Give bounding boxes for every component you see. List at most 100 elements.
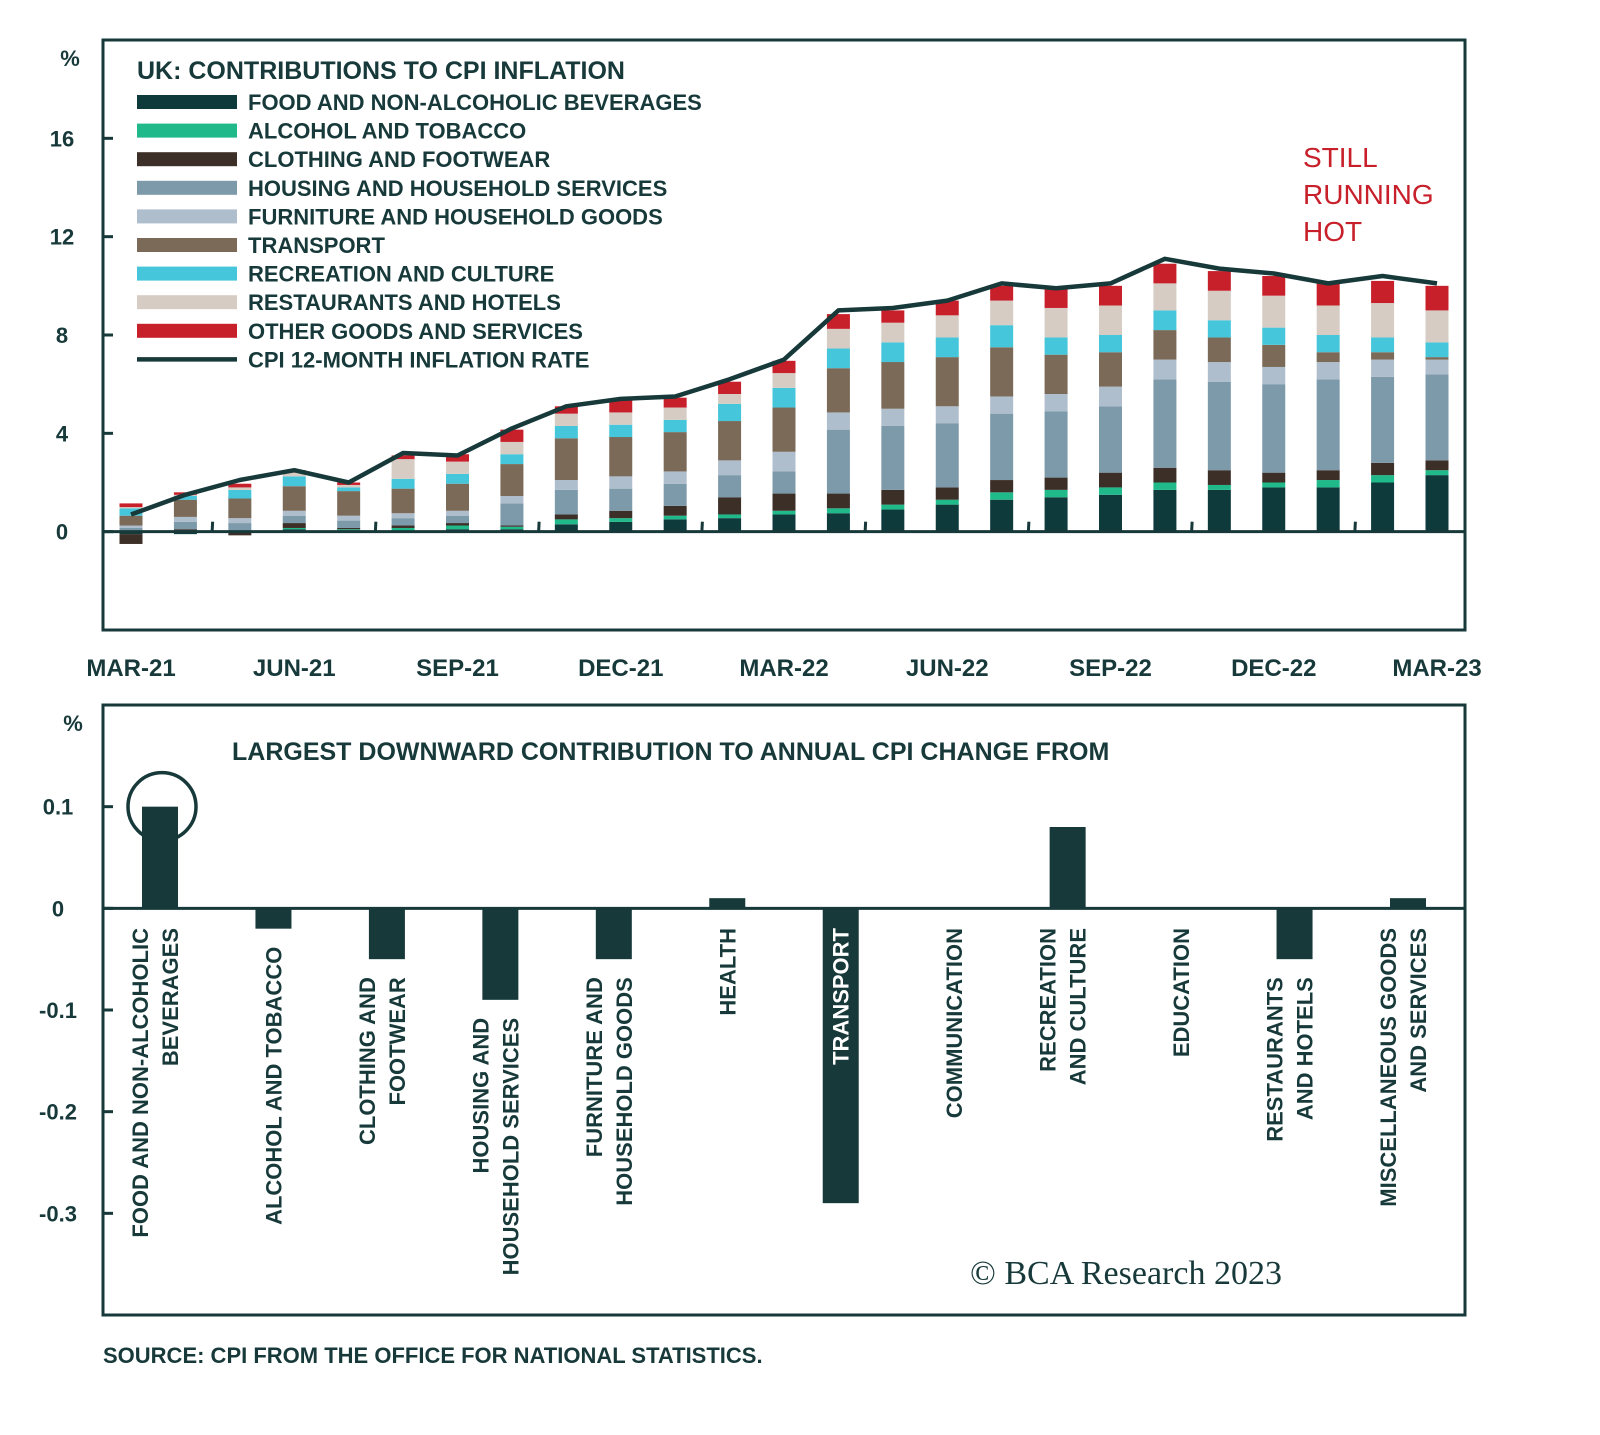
bar-segment-housing <box>337 520 361 528</box>
category-label-line: CLOTHING AND <box>355 977 380 1145</box>
bar-segment-furniture <box>1207 362 1231 382</box>
bar-furniture-and-household-goods <box>595 908 632 960</box>
bar-segment-restaurants <box>1207 290 1231 321</box>
bar-transport <box>822 908 859 1204</box>
bar-segment-alcohol <box>881 504 905 510</box>
y-tick-label: 0 <box>56 520 68 545</box>
bar-segment-furniture <box>1044 394 1068 412</box>
x-tick-label: JUN-22 <box>906 655 989 682</box>
cpi-inflation-line <box>130 256 1438 517</box>
bar-segment-housing <box>554 489 578 515</box>
annotation-line: HOT <box>1303 216 1362 247</box>
bar-segment-transport <box>826 368 850 413</box>
bar-segment-transport <box>391 488 415 514</box>
category-label: ALCOHOL AND TOBACCO <box>261 947 286 1225</box>
bca-research-copyright: © BCA Research 2023 <box>970 1255 1282 1292</box>
legend-swatch <box>137 238 237 252</box>
bar-segment-furniture <box>826 412 850 430</box>
bar-segment-other <box>391 455 415 460</box>
legend-swatch <box>137 266 237 281</box>
bar-segment-housing <box>282 515 306 524</box>
bar-segment-recreation <box>1262 327 1286 345</box>
legend: FOOD AND NON-ALCOHOLIC BEVERAGES ALCOHOL … <box>137 90 702 372</box>
category-label-line: BEVERAGES <box>158 928 183 1066</box>
top-y-axis: 16 12 8 4 0 <box>50 126 113 545</box>
bar-segment-recreation <box>446 473 469 484</box>
bar-segment-other <box>935 300 959 316</box>
bar-segment-transport <box>228 498 252 519</box>
bar-segment-transport <box>663 432 687 472</box>
bar-segment-other <box>1316 283 1340 306</box>
bar-segment-clothing <box>990 480 1014 493</box>
bar-segment-furniture <box>228 518 252 524</box>
y-tick-label: 0 <box>52 896 64 921</box>
bar-segment-clothing <box>1207 470 1231 485</box>
bar-segment-other <box>881 310 905 323</box>
bar-segment-alcohol <box>772 510 796 515</box>
bar-segment-other <box>718 381 742 394</box>
bar-segment-restaurants <box>881 322 905 343</box>
bar-segment-furniture <box>881 408 905 426</box>
legend-label: TRANSPORT <box>248 233 385 258</box>
top-y-unit: % <box>60 46 80 71</box>
top-chart-title: UK: CONTRIBUTIONS TO CPI INFLATION <box>137 57 625 85</box>
legend-label: FURNITURE AND HOUSEHOLD GOODS <box>248 204 663 229</box>
bar-segment-restaurants <box>554 413 578 426</box>
bar-segment-clothing <box>446 523 469 526</box>
bottom-chart-title: LARGEST DOWNWARD CONTRIBUTION TO ANNUAL … <box>232 738 1109 766</box>
legend-item-cpi-line: CPI 12-MONTH INFLATION RATE <box>137 347 589 372</box>
bar-segment-clothing <box>173 529 197 531</box>
stacked-bar-May-22 <box>881 310 905 532</box>
bottom-panel: % LARGEST DOWNWARD CONTRIBUTION TO ANNUA… <box>39 703 1467 1317</box>
stacked-bar-Sep-22 <box>1099 285 1122 532</box>
bar-segment-transport <box>554 438 578 481</box>
bottom-y-unit: % <box>63 711 83 736</box>
bar-segment-other <box>446 454 469 462</box>
bar-segment-furniture <box>391 513 415 519</box>
stacked-bar-Jan-22 <box>663 397 687 532</box>
category-label: MISCELLANEOUS GOODS AND SERVICES <box>1376 928 1431 1207</box>
category-label-line: FOOTWEAR <box>385 977 410 1105</box>
stacked-bar-Oct-21 <box>500 429 524 532</box>
bar-segment-transport <box>337 491 361 516</box>
bar-segment-other <box>119 503 143 508</box>
y-tick-label: 12 <box>50 225 74 250</box>
legend-swatch <box>137 295 237 310</box>
y-tick-label: 8 <box>56 323 68 348</box>
bar-segment-transport <box>446 483 469 511</box>
bar-recreation-and-culture <box>1049 827 1086 909</box>
bar-segment-restaurants <box>391 459 415 479</box>
bar-segment-recreation <box>173 496 197 500</box>
bar-segment-alcohol <box>1316 480 1340 488</box>
annotation-line: STILL <box>1303 142 1378 173</box>
legend-item-food: FOOD AND NON-ALCOHOLIC BEVERAGES <box>137 90 702 115</box>
x-tick-label: MAR-23 <box>1392 655 1481 682</box>
bar-segment-clothing <box>1153 467 1177 483</box>
legend-label: OTHER GOODS AND SERVICES <box>248 319 583 344</box>
bar-segment-alcohol <box>1371 475 1395 483</box>
x-tick-label: DEC-21 <box>578 655 663 682</box>
category-label: COMMUNICATION <box>942 928 967 1118</box>
bar-segment-recreation <box>282 476 306 487</box>
bar-segment-clothing <box>119 534 143 544</box>
legend-item-alcohol: ALCOHOL AND TOBACCO <box>137 119 526 144</box>
bar-segment-restaurants <box>1044 307 1068 338</box>
category-label-line: RESTAURANTS <box>1263 977 1288 1142</box>
bar-segment-food <box>554 524 578 532</box>
bar-segment-other <box>228 483 252 488</box>
bar-segment-food <box>1371 482 1395 532</box>
bar-segment-furniture <box>718 460 742 476</box>
bar-segment-clothing <box>228 532 252 536</box>
top-panel: % 16 12 8 4 0 MAR-21 JUN-21 SEP-21 DEC-21 MAR-22… <box>50 38 1482 682</box>
bar-segment-housing <box>1316 379 1340 471</box>
legend-swatch <box>137 209 237 224</box>
bar-segment-recreation <box>935 337 959 358</box>
bar-segment-transport <box>718 421 742 461</box>
bottom-y-axis: 0.1 0 -0.1 -0.2 -0.3 <box>39 795 113 1226</box>
bar-segment-recreation <box>663 419 687 433</box>
bar-segment-housing <box>1153 379 1177 468</box>
bar-segment-alcohol <box>935 499 959 505</box>
bar-segment-clothing <box>1425 460 1449 471</box>
bar-segment-restaurants <box>1262 295 1286 328</box>
